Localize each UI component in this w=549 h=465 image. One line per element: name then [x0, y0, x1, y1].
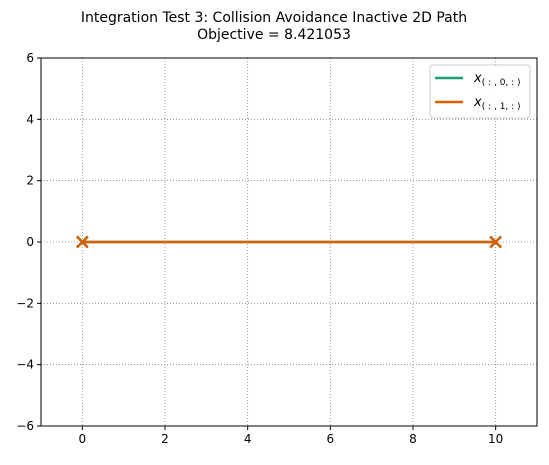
- chart-title-line1: Integration Test 3: Collision Avoidance …: [81, 10, 467, 26]
- series-layer: [75, 235, 503, 249]
- x-tick-label: 10: [488, 432, 503, 446]
- axes-layer: 0 2 4 6 8 10 −6 −4 −2 0 2 4 6: [16, 51, 538, 446]
- x-tick-label: 0: [79, 432, 87, 446]
- y-tick-label: −6: [16, 419, 34, 433]
- y-tick-label: −4: [16, 358, 34, 372]
- endpoint-marker: [489, 235, 503, 249]
- y-tick-label: 2: [26, 174, 34, 188]
- x-tick-label: 8: [409, 432, 417, 446]
- legend-label-subscript: ( : , 1, : ): [482, 102, 521, 112]
- y-tick-label: 0: [26, 235, 34, 249]
- x-tick-label: 2: [161, 432, 169, 446]
- legend-label-subscript: ( : , 0, : ): [482, 78, 521, 88]
- x-tick-label: 4: [244, 432, 252, 446]
- marker-stroke: [489, 235, 503, 249]
- legend: x( : , 0, : )x( : , 1, : ): [429, 64, 531, 119]
- marker-stroke: [75, 235, 89, 249]
- x-tick-label: 6: [327, 432, 335, 446]
- endpoint-marker: [75, 235, 89, 249]
- chart-title-line2: Objective = 8.421053: [197, 27, 351, 43]
- y-tick-label: 6: [26, 51, 34, 65]
- y-tick-label: 4: [26, 112, 34, 126]
- y-tick-label: −2: [16, 296, 34, 310]
